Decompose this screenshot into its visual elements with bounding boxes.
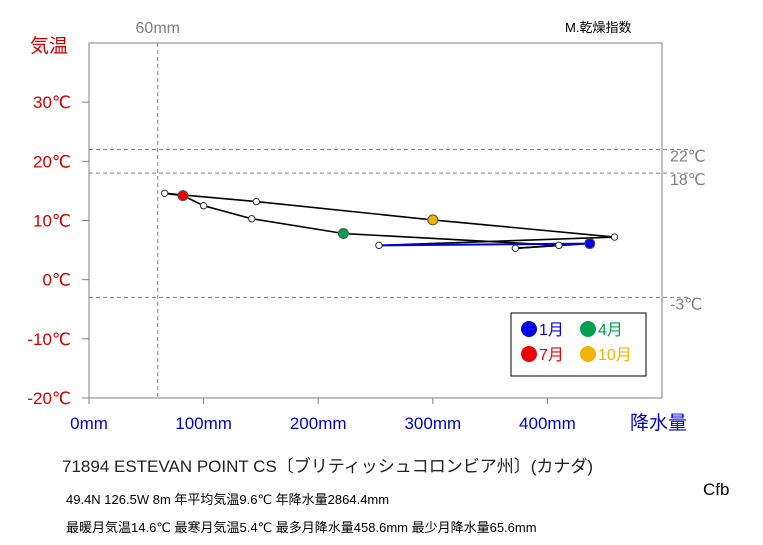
y-tick-label: 20℃ — [33, 152, 71, 171]
x-tick-label: 300mm — [404, 414, 461, 433]
y-tick-label: 10℃ — [33, 212, 71, 231]
curve-segment-5-6 — [203, 204, 252, 220]
month-point-6 — [199, 202, 208, 210]
legend-label-7: 7月 — [539, 347, 564, 364]
koppen-climate-code: Cfb — [703, 480, 730, 499]
station-stats-line-1: 49.4N 126.5W 8m 年平均気温9.6℃ 年降水量2864.4mm — [66, 492, 390, 507]
ref-label--3℃: -3℃ — [670, 296, 702, 313]
y-tick-label: -20℃ — [27, 389, 71, 408]
month-point-7 — [177, 190, 189, 202]
month-point-9 — [252, 197, 261, 206]
y-tick-label: 0℃ — [42, 271, 71, 290]
curve-segment-10-11 — [432, 219, 615, 238]
legend-label-4: 4月 — [598, 322, 623, 339]
curve-segment-2-3 — [515, 244, 559, 250]
x-tick-label: 200mm — [290, 414, 347, 433]
y-tick-label: -10℃ — [27, 330, 71, 349]
month-point-3 — [555, 241, 563, 250]
ref-label-60mm: 60mm — [136, 20, 180, 37]
legend-marker-4 — [580, 321, 596, 337]
ref-label-22℃: 22℃ — [670, 149, 706, 166]
legend-marker-7 — [521, 346, 537, 362]
month-point-8 — [160, 189, 169, 197]
y-axis-title: 気温 — [30, 35, 68, 57]
curve-segment-12-1 — [378, 242, 590, 247]
legend-label-10: 10月 — [598, 347, 632, 364]
month-point-5 — [248, 215, 256, 223]
curve-segment-11-12 — [378, 236, 615, 247]
x-axis-title: 降水量 — [630, 412, 687, 434]
dryness-index-label: M.乾燥指数 — [565, 20, 631, 35]
month-point-11 — [610, 233, 619, 241]
legend-marker-1 — [521, 321, 537, 337]
curve-segment-9-10 — [256, 200, 433, 221]
month-point-1 — [584, 238, 596, 250]
curve-segment-4-5 — [251, 217, 344, 235]
month-point-12 — [375, 241, 383, 250]
legend-marker-10 — [580, 346, 596, 362]
x-tick-label: 100mm — [175, 414, 232, 433]
legend-label-1: 1月 — [539, 322, 564, 339]
station-name: 71894 ESTEVAN POINT CS〔ブリティッシュコロンビア州〕(カナ… — [62, 457, 594, 476]
x-tick-label: 0mm — [70, 414, 108, 433]
x-tick-label: 400mm — [519, 414, 576, 433]
month-point-4 — [337, 228, 349, 240]
month-point-10 — [427, 214, 439, 226]
y-tick-label: 30℃ — [33, 93, 71, 112]
month-point-2 — [511, 244, 520, 253]
station-stats-line-2: 最暖月気温14.6℃ 最寒月気温5.4℃ 最多月降水量458.6mm 最少月降水… — [66, 520, 537, 535]
ref-label-18℃: 18℃ — [670, 172, 706, 189]
